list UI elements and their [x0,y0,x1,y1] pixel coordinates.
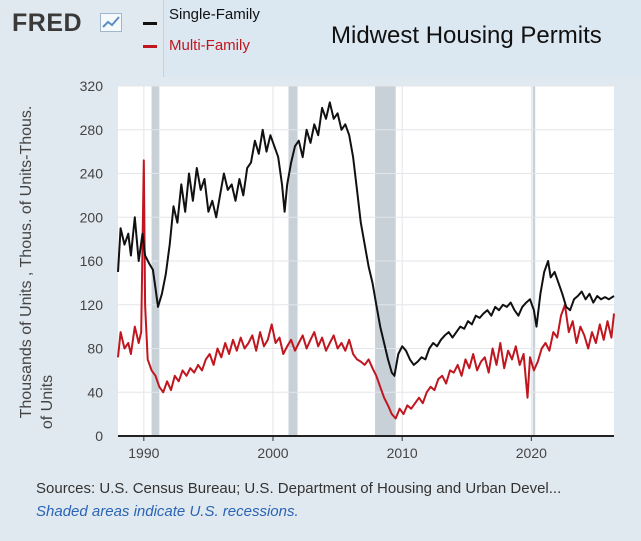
y-axis-label: Thousands of Units , Thous. of Units-Tho… [18,106,35,419]
title-panel [163,0,641,77]
y-tick-label: 280 [80,122,104,138]
y-tick-label: 0 [95,428,103,444]
legend-label-single-family[interactable]: Single-Family [169,6,260,23]
series-line-multi-family [117,159,615,420]
y-tick-label: 240 [80,166,104,182]
axes: 0 40 80 120 160 200 240 280 320 1990 2000 2010 2020 [80,78,614,461]
recession-note[interactable]: Shaded areas indicate U.S. recessions. [36,503,299,520]
y-axis-label-line2: of Units [39,375,56,429]
x-tick-label: 2010 [387,445,418,461]
y-tick-label: 80 [87,341,103,357]
legend-swatch-single-family [143,22,157,25]
x-tick-label: 2000 [257,445,288,461]
y-tick-label: 40 [87,384,103,400]
series-line-single-family [117,101,615,377]
y-tick-label: 200 [80,209,104,225]
fred-logo[interactable]: FRED [12,9,83,37]
legend-label-multi-family[interactable]: Multi-Family [169,37,250,54]
legend-swatch-multi-family [143,45,157,48]
chart-header: FRED Single-Family Multi-Family Midwest … [0,0,641,80]
fred-trend-icon [100,13,122,32]
y-tick-label: 120 [80,297,104,313]
sources-note: Sources: U.S. Census Bureau; U.S. Depart… [36,480,562,497]
chart-title: Midwest Housing Permits [331,22,602,49]
series-lines [117,101,615,420]
y-tick-label: 160 [80,253,104,269]
x-tick-label: 1990 [128,445,159,461]
grid-lines [118,85,614,436]
y-tick-label: 320 [80,78,104,94]
x-tick-label: 2020 [516,445,547,461]
